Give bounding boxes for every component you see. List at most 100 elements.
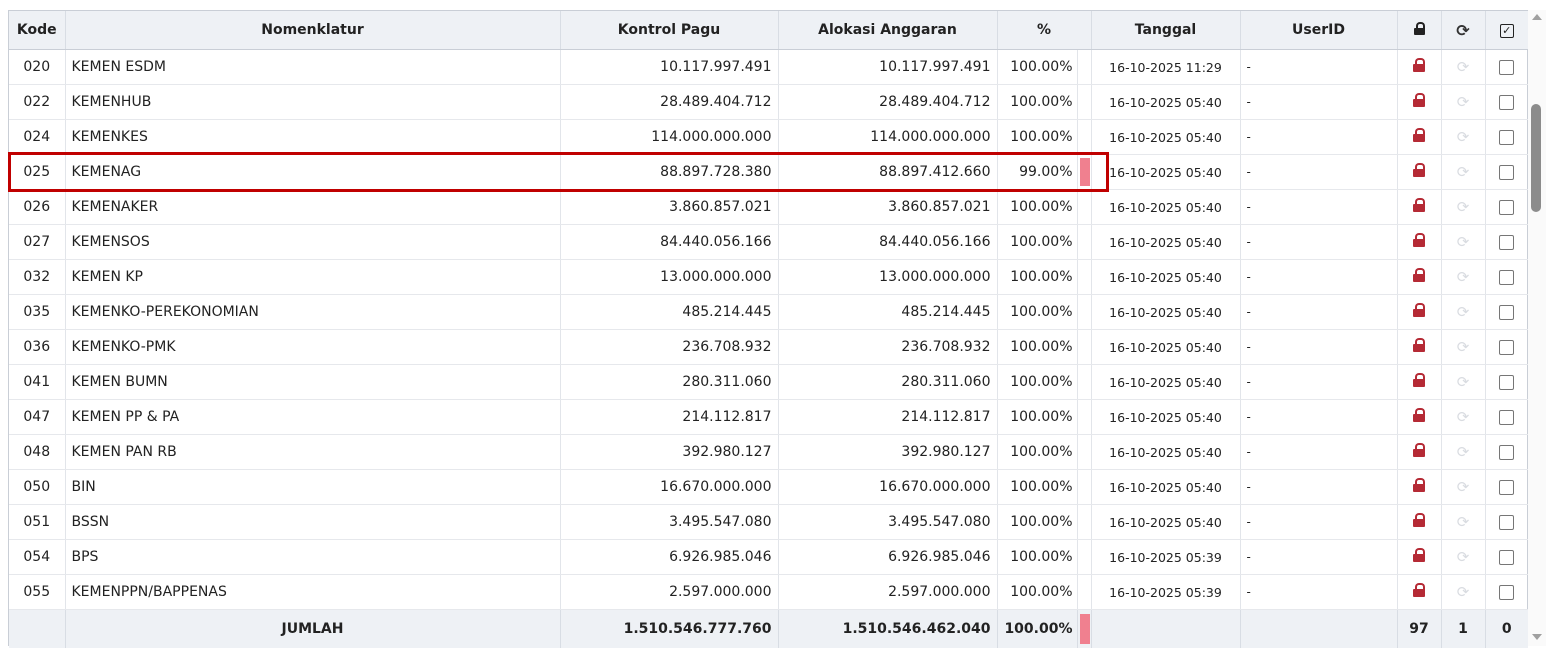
row-check-cell[interactable]	[1485, 434, 1528, 470]
row-lock-cell[interactable]	[1397, 49, 1442, 85]
column-header-refresh[interactable]: ⟳	[1441, 11, 1486, 50]
lock-icon[interactable]	[1413, 442, 1425, 458]
lock-icon[interactable]	[1413, 582, 1425, 598]
table-row[interactable]: 022 KEMENHUB 28.489.404.712 28.489.404.712 1…	[9, 84, 1528, 120]
row-checkbox[interactable]	[1499, 199, 1515, 215]
row-checkbox[interactable]	[1499, 584, 1515, 600]
row-checkbox[interactable]	[1499, 479, 1515, 495]
table-row[interactable]: 036 KEMENKO-PMK 236.708.932 236.708.932 100.…	[9, 329, 1528, 365]
table-row[interactable]: 027 KEMENSOS 84.440.056.166 84.440.056.166 1…	[9, 224, 1528, 260]
row-check-cell[interactable]	[1485, 574, 1528, 610]
row-persen: 99.00%	[997, 154, 1078, 190]
lock-icon[interactable]	[1413, 162, 1425, 178]
lock-icon[interactable]	[1413, 477, 1425, 493]
lock-icon[interactable]	[1413, 57, 1425, 73]
lock-icon[interactable]	[1413, 267, 1425, 283]
table-row[interactable]: 054 BPS 6.926.985.046 6.926.985.046 100.00% 1…	[9, 539, 1528, 575]
table-row[interactable]: 048 KEMEN PAN RB 392.980.127 392.980.127 100…	[9, 434, 1528, 470]
table-row[interactable]: 026 KEMENAKER 3.860.857.021 3.860.857.021 10…	[9, 189, 1528, 225]
lock-icon[interactable]	[1413, 512, 1425, 528]
row-lock-cell[interactable]	[1397, 224, 1442, 260]
lock-icon[interactable]	[1413, 407, 1425, 423]
row-checkbox[interactable]	[1499, 164, 1515, 180]
row-check-cell[interactable]	[1485, 154, 1528, 190]
row-check-cell[interactable]	[1485, 294, 1528, 330]
row-check-cell[interactable]	[1485, 399, 1528, 435]
row-check-cell[interactable]	[1485, 364, 1528, 400]
table-row[interactable]: 050 BIN 16.670.000.000 16.670.000.000 100.00…	[9, 469, 1528, 505]
row-lock-cell[interactable]	[1397, 189, 1442, 225]
row-lock-cell[interactable]	[1397, 119, 1442, 155]
row-lock-cell[interactable]	[1397, 399, 1442, 435]
row-checkbox[interactable]	[1499, 269, 1515, 285]
table-row[interactable]: 047 KEMEN PP & PA 214.112.817 214.112.817 10…	[9, 399, 1528, 435]
row-userid: -	[1240, 189, 1398, 225]
row-check-cell[interactable]	[1485, 539, 1528, 575]
row-checkbox[interactable]	[1499, 304, 1515, 320]
vertical-scrollbar[interactable]	[1528, 10, 1546, 646]
row-lock-cell[interactable]	[1397, 539, 1442, 575]
column-header-lock[interactable]	[1397, 11, 1442, 50]
table-row[interactable]: 041 KEMEN BUMN 280.311.060 280.311.060 100.0…	[9, 364, 1528, 400]
table-row[interactable]: 024 KEMENKES 114.000.000.000 114.000.000.00…	[9, 119, 1528, 155]
lock-icon[interactable]	[1413, 547, 1425, 563]
row-lock-cell[interactable]	[1397, 329, 1442, 365]
footer-alokasi: 1.510.546.462.040	[778, 609, 998, 648]
row-check-cell[interactable]	[1485, 469, 1528, 505]
table-row[interactable]: 035 KEMENKO-PEREKONOMIAN 485.214.445 485.21…	[9, 294, 1528, 330]
row-lock-cell[interactable]	[1397, 574, 1442, 610]
row-check-cell[interactable]	[1485, 84, 1528, 120]
table-row[interactable]: 055 KEMENPPN/BAPPENAS 2.597.000.000 2.597.0…	[9, 574, 1528, 610]
row-checkbox[interactable]	[1499, 59, 1515, 75]
row-check-cell[interactable]	[1485, 189, 1528, 225]
table-row[interactable]: 032 KEMEN KP 13.000.000.000 13.000.000.000 1…	[9, 259, 1528, 295]
column-header-kontrol-pagu[interactable]: Kontrol Pagu	[560, 11, 779, 50]
row-lock-cell[interactable]	[1397, 84, 1442, 120]
row-checkbox[interactable]	[1499, 444, 1515, 460]
row-checkbox[interactable]	[1499, 234, 1515, 250]
lock-icon[interactable]	[1413, 337, 1425, 353]
table-row[interactable]: 051 BSSN 3.495.547.080 3.495.547.080 100.00%…	[9, 504, 1528, 540]
row-checkbox[interactable]	[1499, 94, 1515, 110]
row-lock-cell[interactable]	[1397, 259, 1442, 295]
column-header-alokasi-anggaran[interactable]: Alokasi Anggaran	[778, 11, 998, 50]
row-check-cell[interactable]	[1485, 224, 1528, 260]
row-checkbox[interactable]	[1499, 549, 1515, 565]
row-nomenklatur: BIN	[65, 469, 561, 505]
row-checkbox[interactable]	[1499, 409, 1515, 425]
row-checkbox[interactable]	[1499, 374, 1515, 390]
row-lock-cell[interactable]	[1397, 294, 1442, 330]
column-header-persen[interactable]: %	[997, 11, 1092, 50]
lock-icon[interactable]	[1413, 302, 1425, 318]
row-check-cell[interactable]	[1485, 259, 1528, 295]
table-row[interactable]: 025 KEMENAG 88.897.728.380 88.897.412.660 99…	[9, 154, 1528, 190]
row-check-cell[interactable]	[1485, 119, 1528, 155]
column-header-check[interactable]: ✓	[1485, 11, 1528, 50]
lock-icon[interactable]	[1413, 92, 1425, 108]
row-lock-cell[interactable]	[1397, 154, 1442, 190]
scroll-thumb[interactable]	[1531, 104, 1541, 212]
row-lock-cell[interactable]	[1397, 469, 1442, 505]
row-checkbox[interactable]	[1499, 514, 1515, 530]
row-persen: 100.00%	[997, 364, 1078, 400]
column-header-tanggal[interactable]: Tanggal	[1091, 11, 1241, 50]
row-lock-cell[interactable]	[1397, 504, 1442, 540]
lock-icon[interactable]	[1413, 372, 1425, 388]
row-alokasi: 10.117.997.491	[778, 49, 998, 85]
row-check-cell[interactable]	[1485, 504, 1528, 540]
row-check-cell[interactable]	[1485, 329, 1528, 365]
table-row[interactable]: 020 KEMEN ESDM 10.117.997.491 10.117.997.49…	[9, 49, 1528, 85]
lock-icon[interactable]	[1413, 127, 1425, 143]
lock-icon[interactable]	[1413, 197, 1425, 213]
scroll-down-arrow-icon[interactable]	[1532, 634, 1542, 640]
column-header-kode[interactable]: Kode	[9, 11, 66, 50]
row-check-cell[interactable]	[1485, 49, 1528, 85]
column-header-nomenklatur[interactable]: Nomenklatur	[65, 11, 561, 50]
lock-icon[interactable]	[1413, 232, 1425, 248]
row-checkbox[interactable]	[1499, 129, 1515, 145]
row-lock-cell[interactable]	[1397, 364, 1442, 400]
row-lock-cell[interactable]	[1397, 434, 1442, 470]
column-header-userid[interactable]: UserID	[1240, 11, 1398, 50]
scroll-up-arrow-icon[interactable]	[1532, 14, 1542, 20]
row-checkbox[interactable]	[1499, 339, 1515, 355]
